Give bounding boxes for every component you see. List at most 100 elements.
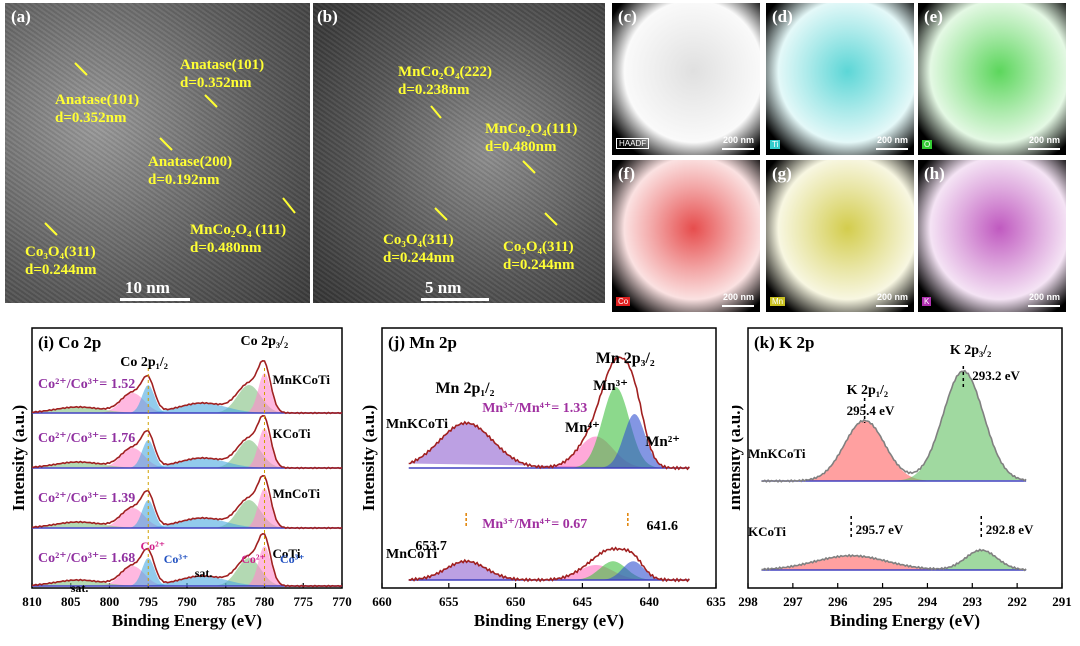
- scale-text-b: 5 nm: [425, 278, 462, 297]
- co2p-component-label: sat.: [195, 566, 213, 580]
- panel-label-e: (e): [924, 7, 943, 26]
- k2p-value-label: 295.7 eV: [856, 522, 904, 537]
- co2p-ratio-label: Co²⁺/Co³⁺= 1.39: [38, 491, 135, 506]
- co2p-x-tick-label: 790: [177, 594, 197, 609]
- mn2p-x-tick-label: 640: [639, 594, 659, 609]
- mn2p-plot-frame: [381, 327, 717, 589]
- k2p-peak-label: K 2p₃/₂: [950, 343, 991, 358]
- panel-label-d: (d): [772, 7, 793, 26]
- scale-text-a: 10 nm: [125, 278, 170, 297]
- map-element-label: Mn: [770, 297, 786, 306]
- scale-bar-b: [421, 298, 489, 301]
- co2p-1-fit-component: [32, 462, 342, 468]
- k2p-x-axis-label: Binding Energy (eV): [830, 611, 980, 630]
- co2p-3-fit-component: [32, 580, 342, 586]
- co2p-x-tick-label: 780: [255, 594, 275, 609]
- k2p-title: (k) K 2p: [754, 333, 814, 352]
- annotation-a5: MnCo₂O₄ (111) d=0.480nm: [190, 222, 287, 256]
- map-element-label: Ti: [770, 140, 781, 149]
- panel-label-c: (c): [618, 7, 637, 26]
- mn2p-top-fit-component: [408, 423, 690, 468]
- mn2p-top-spectrum-line: [408, 356, 690, 471]
- co2p-ratio-label: Co²⁺/Co³⁺= 1.68: [38, 551, 135, 566]
- annotation-b3: Co₃O₄(311) d=0.244nm: [383, 232, 455, 266]
- co2p-peak-label: Co 2p₃/₂: [241, 334, 289, 349]
- mn2p-ratio-label: Mn³⁺/Mn⁴⁺= 1.33: [482, 401, 587, 416]
- co2p-y-axis-label: Intensity (a.u.): [9, 405, 28, 511]
- map-scale-text: 200 nm: [722, 292, 754, 302]
- map-scale-text: 200 nm: [876, 292, 908, 302]
- xps-chart-k2p: 298 297 296 295 294 293 292 291 Binding Energy (…: [732, 327, 1072, 630]
- k2p-top-fit-component: [761, 420, 1027, 481]
- co2p-sample-label: KCoTi: [273, 426, 311, 441]
- co2p-sample-label: CoTi: [273, 546, 301, 561]
- k2p-x-tick-label: 296: [828, 594, 848, 609]
- co2p-title: (i) Co 2p: [38, 333, 101, 352]
- mn2p-sample-label: MnCoTi: [386, 547, 437, 562]
- k2p-sample-label: MnKCoTi: [748, 446, 806, 461]
- map-scale-bar: [876, 148, 908, 150]
- map-scale-text: 200 nm: [876, 135, 908, 145]
- co2p-x-tick-label: 785: [216, 594, 236, 609]
- co2p-0-spectrum-line: [31, 359, 343, 415]
- co2p-0-fit-component: [32, 403, 342, 413]
- co2p-x-tick-label: 770: [332, 594, 352, 609]
- co2p-x-tick-label: 805: [61, 594, 81, 609]
- panel-label-g: (g): [772, 164, 792, 183]
- eds-map-ti: (d) Ti 200 nm: [766, 3, 914, 155]
- co2p-1-fit-component: [32, 458, 342, 468]
- mn2p-value-label: 653.7: [415, 539, 447, 554]
- mn2p-top-fit-component: [408, 387, 690, 468]
- scale-bar-a: [120, 298, 190, 301]
- k2p-x-tick-label: 293: [963, 594, 983, 609]
- co2p-0-fit-component: [32, 407, 342, 413]
- panel-label-b: (b): [317, 7, 338, 26]
- mn2p-peak-label: Mn 2p₃/₂: [596, 350, 655, 367]
- co2p-x-axis-label: Binding Energy (eV): [112, 611, 262, 630]
- co2p-3-fit-component: [32, 576, 342, 586]
- k2p-value-label: 293.2 eV: [972, 368, 1020, 383]
- map-scale-text: 200 nm: [1028, 135, 1060, 145]
- co2p-component-label: Co²⁺: [141, 539, 166, 553]
- mn2p-title: (j) Mn 2p: [388, 333, 457, 352]
- k2p-x-tick-label: 297: [783, 594, 803, 609]
- co2p-component-label: Co³⁺: [164, 552, 189, 566]
- map-scale-bar: [1028, 148, 1060, 150]
- co2p-x-tick-label: 775: [294, 594, 314, 609]
- k2p-x-tick-label: 291: [1052, 594, 1072, 609]
- eds-map-haadf: (c) HAADF 200 nm: [612, 3, 760, 155]
- mn2p-x-tick-label: 645: [573, 594, 593, 609]
- lattice-markers-a: [44, 62, 296, 236]
- co2p-component-label: sat.: [71, 581, 89, 595]
- mn2p-bot-fit-component: [408, 561, 690, 580]
- lattice-markers-b: [430, 105, 558, 226]
- map-element-label: Co: [616, 297, 631, 306]
- k2p-x-tick-label: 292: [1007, 594, 1027, 609]
- k2p-top-fit-component: [761, 371, 1027, 481]
- co2p-sample-label: MnKCoTi: [273, 372, 331, 387]
- mn2p-top-fit-component: [408, 414, 690, 468]
- map-element-label: K: [922, 297, 932, 306]
- co2p-2-spectrum-line: [31, 474, 343, 530]
- mn2p-component-label: Mn³⁺: [593, 378, 628, 394]
- map-element-label: O: [922, 140, 933, 149]
- annotation-a1: Anatase(101) d=0.352nm: [55, 92, 140, 126]
- co2p-component-label: Co³⁺: [280, 552, 305, 566]
- mn2p-x-tick-label: 660: [372, 594, 392, 609]
- tem-image-b: (b) MnCo₂O₄(222) d=0.238nm MnCo₂O₄(111) d=…: [313, 3, 605, 303]
- co2p-ratio-label: Co²⁺/Co³⁺= 1.76: [38, 431, 135, 446]
- co2p-peak-label: Co 2p₁/₂: [120, 355, 168, 370]
- k2p-value-label: 295.4 eV: [847, 403, 895, 418]
- eds-map-co: (f) Co 200 nm: [612, 160, 760, 312]
- co2p-x-tick-label: 795: [139, 594, 159, 609]
- k2p-plot-frame: [747, 327, 1063, 589]
- map-scale-bar: [722, 148, 754, 150]
- co2p-sample-label: MnCoTi: [273, 486, 321, 501]
- k2p-x-tick-label: 295: [873, 594, 893, 609]
- annotation-b4: Co₃O₄(311) d=0.244nm: [503, 239, 575, 273]
- co2p-component-label: Co²⁺: [241, 552, 266, 566]
- map-scale-bar: [1028, 305, 1060, 307]
- mn2p-ratio-label: Mn³⁺/Mn⁴⁺= 0.67: [482, 517, 587, 532]
- co2p-x-tick-label: 810: [22, 594, 42, 609]
- co2p-ratio-label: Co²⁺/Co³⁺= 1.52: [38, 377, 135, 392]
